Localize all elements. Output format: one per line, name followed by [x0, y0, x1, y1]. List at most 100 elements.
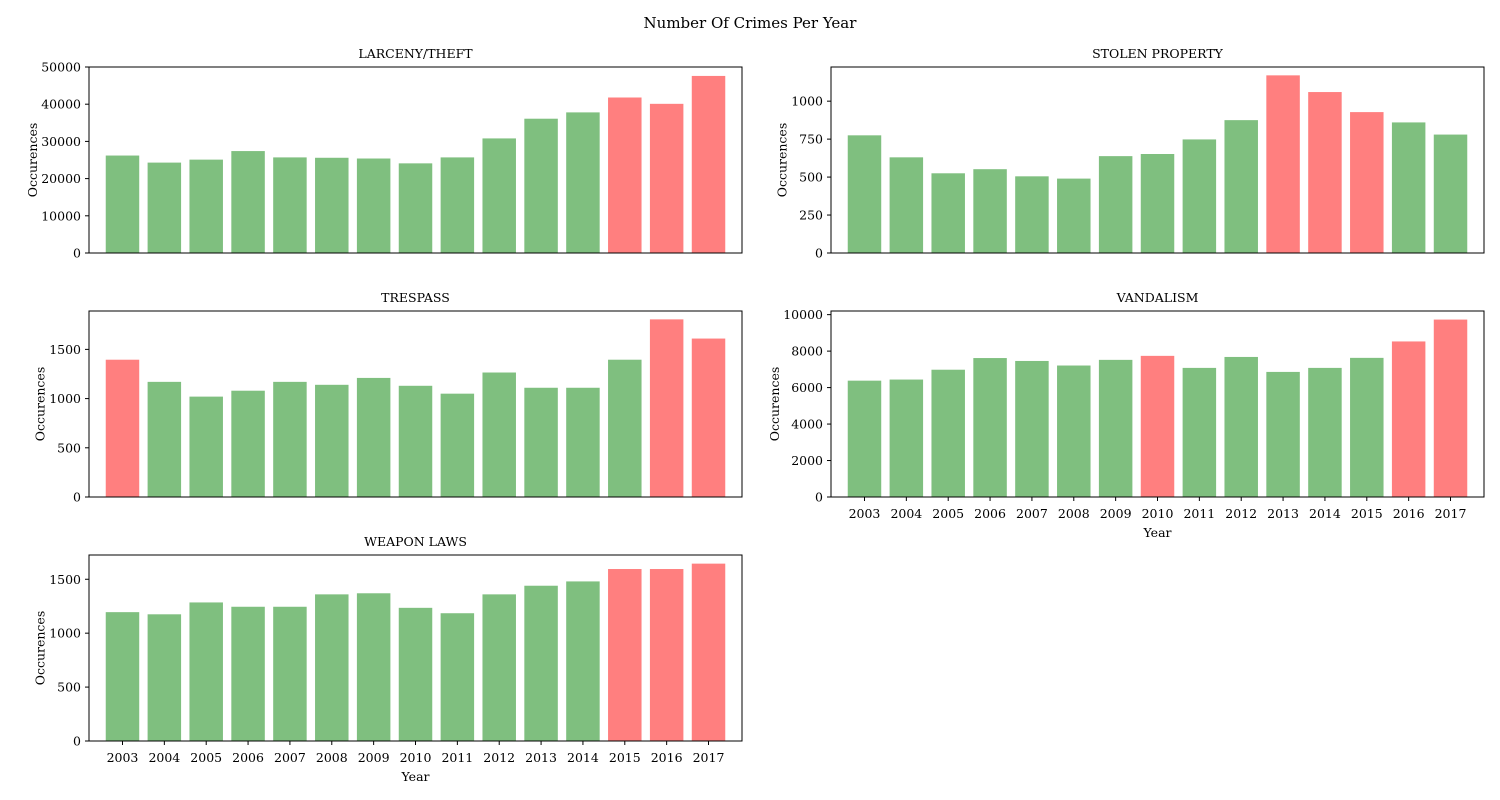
- bar-2004: [147, 614, 182, 741]
- bar-2016: [649, 319, 684, 497]
- bar-2005: [189, 602, 223, 741]
- x-tick-label: 2006: [232, 750, 264, 765]
- bar-2010: [398, 385, 433, 497]
- bar-2009: [356, 377, 391, 497]
- x-tick-label: 2012: [483, 750, 515, 765]
- panel-vandalism: 0 2000 4000 6000 8000 10000 2003 2004 2005 2006 20…: [767, 290, 1485, 540]
- x-tick-label: 2009: [1100, 506, 1132, 521]
- x-tick-label: 2010: [400, 750, 432, 765]
- bar-2014: [1308, 367, 1342, 497]
- bar-2011: [1182, 139, 1217, 253]
- bar-2007: [273, 381, 307, 497]
- axes-frame: [88, 66, 743, 254]
- panel-title: LARCENY/THEFT: [358, 46, 473, 61]
- y-tick-label: 1000: [49, 391, 81, 406]
- bar-2007: [1015, 360, 1049, 497]
- panel-larceny-theft: 0 10000 20000 30000 40000 50000 LARCENY/THEFT O…: [25, 46, 743, 261]
- y-tick-label: 1000: [49, 626, 81, 641]
- bar-2006: [973, 169, 1007, 253]
- y-tick-label: 0: [73, 490, 81, 505]
- x-tick-label: 2005: [190, 750, 222, 765]
- bar-2010: [1140, 154, 1175, 253]
- y-tick-label: 0: [73, 734, 81, 749]
- axes-frame: [830, 66, 1485, 254]
- bar-2013: [524, 585, 558, 741]
- bar-2006: [231, 390, 265, 497]
- y-tick-label: 500: [57, 440, 81, 455]
- bar-2014: [566, 387, 600, 497]
- bar-2014: [566, 581, 600, 741]
- x-tick-label: 2008: [316, 750, 348, 765]
- x-tick-label: 2015: [609, 750, 641, 765]
- y-tick-label: 4000: [791, 417, 823, 432]
- y-tick-label: 10000: [41, 208, 81, 223]
- bar-2017: [691, 563, 726, 741]
- bar-2015: [1350, 357, 1384, 497]
- x-tick-label: 2016: [651, 750, 683, 765]
- y-tick-label: 40000: [41, 97, 81, 112]
- x-tick-label: 2011: [441, 750, 473, 765]
- y-tick-label: 1000: [791, 94, 823, 109]
- y-tick-label: 0: [815, 246, 823, 261]
- x-tick-label: 2009: [358, 750, 390, 765]
- bar-2011: [440, 393, 475, 497]
- bar-2004: [147, 381, 182, 497]
- x-tick-label: 2003: [849, 506, 881, 521]
- x-tick-label: 2004: [148, 750, 180, 765]
- bar-2006: [231, 151, 265, 253]
- chart-panels: 01000020000300004000050000LARCENY/THEFTO…: [25, 46, 1485, 784]
- panel-weapon-laws: 0 500 1000 1500 2003 2004 2005 2006 2007 2008 2009…: [33, 534, 743, 784]
- bar-2016: [649, 103, 684, 253]
- bar-2015: [608, 359, 642, 497]
- y-axis-label: Occurences: [767, 367, 782, 442]
- y-tick-label: 250: [799, 208, 823, 223]
- bar-2014: [566, 112, 600, 253]
- bar-2016: [649, 569, 684, 741]
- y-tick-label: 750: [799, 132, 823, 147]
- bar-2013: [1266, 75, 1300, 253]
- bar-2008: [315, 384, 349, 497]
- panel-title: TRESPASS: [381, 290, 450, 305]
- bar-2007: [273, 157, 307, 253]
- bar-2012: [1224, 356, 1258, 497]
- panel-stolen-property: 0 250 500 750 1000 STOLEN PROPERTY Occurences: [775, 46, 1485, 261]
- x-tick-label: 2008: [1058, 506, 1090, 521]
- bar-2003: [847, 135, 882, 253]
- bar-2005: [931, 173, 965, 253]
- y-tick-label: 0: [73, 246, 81, 261]
- figure-title: Number Of Crimes Per Year: [644, 14, 858, 32]
- y-tick-label: 6000: [791, 380, 823, 395]
- bar-2009: [356, 158, 391, 253]
- bar-2008: [315, 594, 349, 741]
- y-tick-label: 500: [57, 680, 81, 695]
- bar-2003: [105, 612, 140, 741]
- bar-2004: [889, 379, 924, 497]
- bar-2004: [889, 157, 924, 253]
- x-tick-label: 2003: [107, 750, 139, 765]
- bar-2017: [691, 75, 726, 254]
- panel-trespass: 0 500 1000 1500 TRESPASS Occurences: [33, 290, 743, 505]
- y-axis-label: Occurences: [33, 367, 48, 442]
- bar-2011: [440, 157, 475, 253]
- x-tick-label: 2010: [1142, 506, 1174, 521]
- x-tick-label: 2016: [1393, 506, 1425, 521]
- y-axis-label: Occurences: [775, 123, 790, 198]
- y-tick-label: 20000: [41, 171, 81, 186]
- bar-2012: [482, 138, 516, 253]
- y-tick-label: 50000: [41, 60, 81, 75]
- bar-2005: [189, 396, 223, 497]
- bar-2017: [1433, 134, 1468, 253]
- y-tick-label: 1500: [49, 572, 81, 587]
- bar-2009: [1098, 359, 1133, 497]
- bar-2015: [1350, 112, 1384, 253]
- x-axis-label: Year: [401, 769, 430, 784]
- x-tick-label: 2014: [567, 750, 599, 765]
- x-tick-label: 2013: [1267, 506, 1299, 521]
- bar-2013: [524, 118, 558, 254]
- y-tick-label: 30000: [41, 134, 81, 149]
- bar-2013: [524, 387, 558, 497]
- bar-2009: [1098, 156, 1133, 253]
- x-tick-label: 2011: [1183, 506, 1215, 521]
- bar-2005: [931, 369, 965, 497]
